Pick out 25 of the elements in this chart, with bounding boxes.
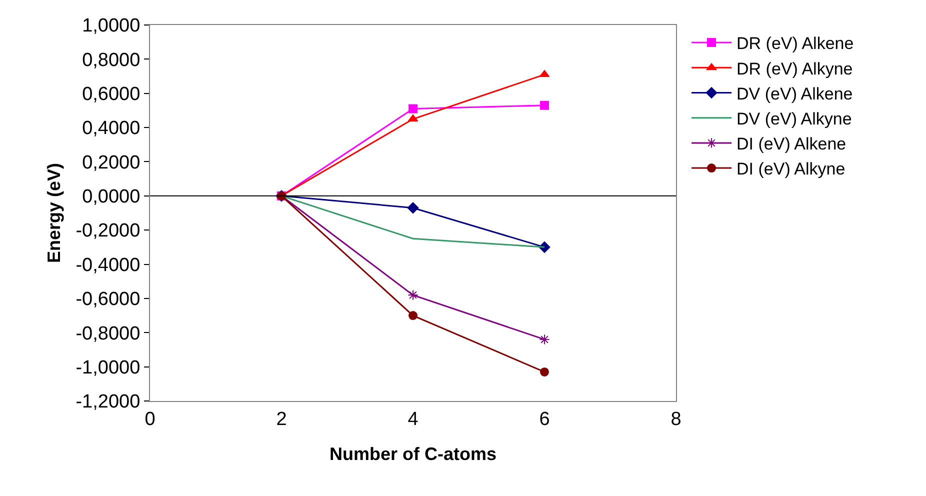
- x-axis-title: Number of C-atoms: [329, 444, 497, 464]
- legend-label: DR (eV) Alkene: [736, 34, 854, 54]
- y-tick-label: -0,2000: [76, 220, 140, 242]
- y-axis-title: Energy (eV): [44, 162, 64, 264]
- y-tick-label: -1,0000: [76, 357, 140, 378]
- y-tick-label: 1,0000: [82, 16, 140, 37]
- y-tick-label: -0,4000: [76, 254, 140, 276]
- x-tick-label: 2: [276, 408, 287, 430]
- legend-label: DR (eV) Alkyne: [736, 59, 853, 78]
- y-tick-label: -0,8000: [76, 323, 140, 344]
- legend-label: DV (eV) Alkyne: [736, 109, 852, 128]
- legend-label: DI (eV) Alkyne: [736, 160, 846, 179]
- y-tick-label: 0,8000: [82, 50, 140, 71]
- y-tick-label: 0,6000: [82, 84, 140, 106]
- legend-label: DV (eV) Alkene: [736, 84, 853, 104]
- x-tick-label: 6: [539, 408, 550, 430]
- x-tick-label: 8: [670, 408, 682, 430]
- y-tick-label: -1,2000: [76, 392, 140, 413]
- x-tick-label: 0: [144, 408, 156, 430]
- y-tick-label: 0,2000: [82, 152, 140, 174]
- legend-label: DI (eV) Alkene: [736, 134, 846, 154]
- x-tick-label: 4: [408, 408, 419, 430]
- y-tick-label: -0,6000: [76, 289, 140, 310]
- y-tick-label: 0,0000: [82, 186, 140, 208]
- y-tick-label: 0,4000: [82, 118, 140, 140]
